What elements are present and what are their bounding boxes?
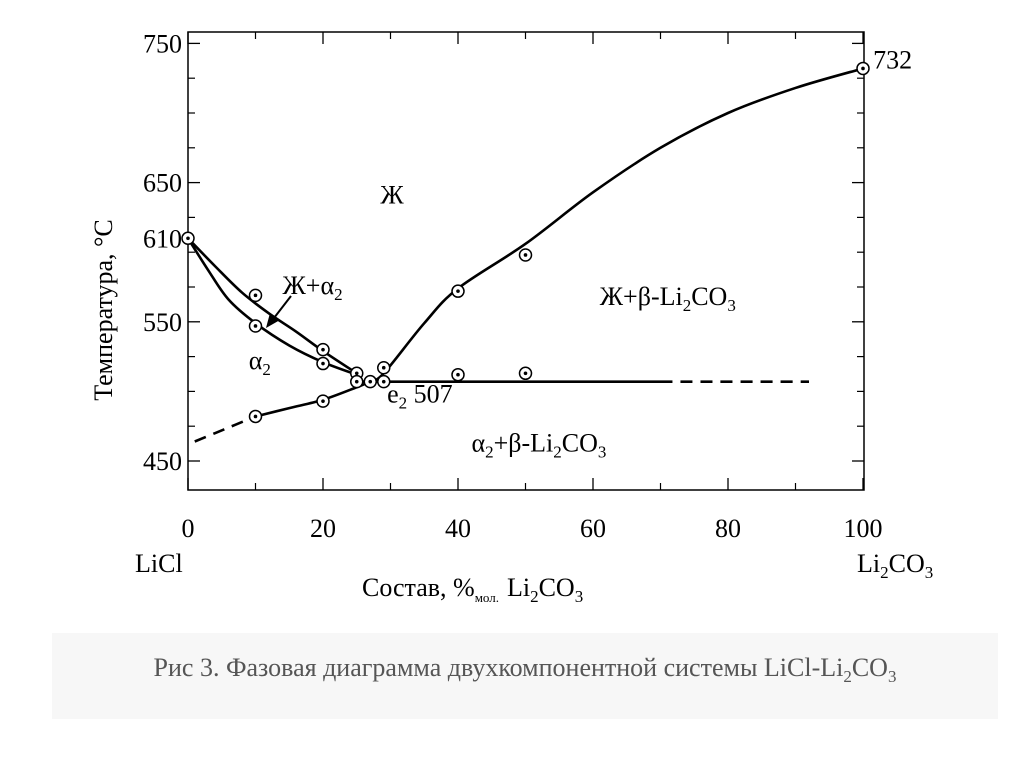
annotation-part: 2: [553, 442, 562, 461]
right-endpoint-label: Li2CO3: [857, 549, 933, 582]
data-point: [248, 409, 263, 424]
annotation-part: e: [387, 380, 399, 409]
data-point: [316, 356, 330, 371]
phase-line: [187, 237, 358, 375]
data-point-dot: [321, 361, 325, 366]
data-point-dot: [381, 365, 386, 370]
annotation-part: 2: [334, 285, 343, 304]
phase-line: [186, 237, 358, 376]
data-point-dot: [381, 379, 386, 384]
annotation-part: Ж+α: [283, 271, 335, 300]
data-point: [451, 284, 465, 298]
data-point-dot: [321, 347, 325, 352]
annotation-eutectic: e2 507: [387, 380, 453, 413]
dashed-phase-line: [194, 415, 256, 443]
annotation-part: +β-Li: [494, 428, 554, 457]
axis-ticks: [187, 32, 864, 490]
data-point: [856, 61, 870, 76]
left-endpoint-label: LiCl: [135, 549, 183, 578]
data-point: [248, 319, 263, 333]
x-tick-label: 40: [445, 514, 471, 543]
data-point: [518, 248, 533, 262]
data-point: [350, 374, 364, 389]
data-point-dot: [861, 66, 865, 71]
annotation-part: CO: [562, 428, 598, 457]
annotation-part: 3: [598, 442, 607, 461]
data-point-dot: [186, 236, 190, 241]
data-point: [377, 374, 391, 389]
data-point-dot: [523, 371, 528, 376]
annotation-part: 507: [407, 380, 453, 409]
annotation-alpha-beta: α2+β-Li2CO3: [472, 428, 607, 461]
y-tick-label-610: 610: [143, 224, 182, 253]
data-point-dot: [253, 293, 258, 298]
data-point: [518, 366, 533, 381]
annotation-part: 2: [485, 442, 494, 461]
data-point: [451, 367, 465, 382]
annotation-liq-beta: Ж+β-Li2CO3: [600, 282, 736, 315]
data-point-dot: [354, 379, 359, 384]
data-point: [316, 394, 330, 408]
x-tick-label: 100: [844, 514, 883, 543]
axis-tick-labels: 0 20 40 60 80 100 450 550 650 750 610: [143, 29, 883, 543]
data-point: [316, 342, 330, 357]
y-tick-label: 450: [143, 447, 182, 476]
y-axis-label: Температура, °С: [89, 219, 118, 401]
annotation-part: α: [472, 428, 486, 457]
annotation-part: CO: [691, 282, 727, 311]
annotation-liquid: Ж: [380, 180, 404, 209]
arrow-head: [266, 313, 280, 328]
data-point-dot: [321, 399, 325, 403]
data-point: [363, 374, 377, 389]
annotation-part: 3: [727, 296, 736, 315]
annotation-part: 2: [399, 394, 408, 413]
data-point: [248, 288, 263, 303]
annotation-part: Ж+β-Li: [600, 282, 683, 311]
x-tick-label: 20: [310, 514, 336, 543]
x-tick-label: 0: [182, 514, 195, 543]
x-tick-label: 60: [580, 514, 606, 543]
annotation-part: 2: [683, 296, 692, 315]
annotation-liq-alpha: Ж+α2: [283, 271, 343, 304]
data-point-dot: [368, 379, 373, 384]
annotation-alpha2: α2: [249, 346, 271, 379]
y-tick-label: 750: [143, 29, 182, 58]
arrow-shaft: [273, 295, 292, 319]
annotation-part: 2: [262, 360, 271, 379]
figure-caption: Рис 3. Фазовая диаграмма двухкомпонентно…: [153, 653, 897, 687]
caption-background: [52, 633, 998, 719]
data-point: [377, 360, 391, 375]
data-point-dot: [253, 324, 258, 328]
x-tick-label: 80: [715, 514, 741, 543]
annotation-part: α: [249, 346, 263, 375]
data-point-dot: [253, 414, 258, 419]
annotation-part: Ж: [380, 180, 404, 209]
data-point: [181, 231, 195, 246]
phase-line: [369, 67, 864, 383]
data-point-dot: [354, 371, 359, 376]
y-tick-label: 550: [143, 308, 182, 337]
data-point-dot: [456, 372, 460, 377]
data-point-dot: [523, 253, 528, 257]
data-point-dot: [456, 289, 460, 293]
x-axis-label: Состав, %мол. Li2CO3: [362, 573, 583, 606]
annotation-part: 732: [873, 45, 912, 74]
y-tick-label: 650: [143, 169, 182, 198]
data-points: [181, 61, 870, 424]
annotation-melt-732: 732: [873, 45, 912, 74]
